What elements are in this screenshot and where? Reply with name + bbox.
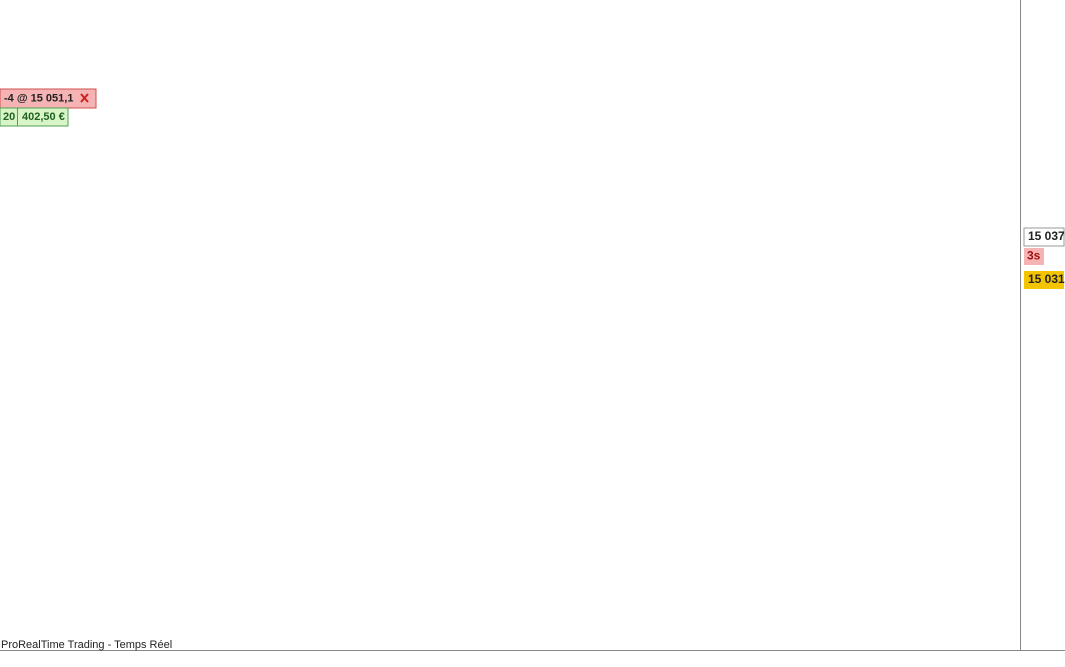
bid-box xyxy=(1024,271,1064,289)
qty-text: 20 xyxy=(3,111,15,123)
order-box[interactable]: -4 @ 15 051,1 20 402,50 € xyxy=(0,88,97,127)
close-icon[interactable] xyxy=(80,93,89,103)
bid-price: 15 031 xyxy=(1028,272,1065,286)
position-text: -4 @ 15 051,1 xyxy=(4,92,73,104)
pnl-text: 402,50 € xyxy=(22,111,65,123)
last-price: 15 037 xyxy=(1028,229,1065,243)
last-price-box xyxy=(1023,227,1065,247)
timer: 3s xyxy=(1027,249,1041,263)
timer-box xyxy=(1024,248,1044,265)
footer: ProRealTime Trading - Temps Réel xyxy=(1,639,172,651)
